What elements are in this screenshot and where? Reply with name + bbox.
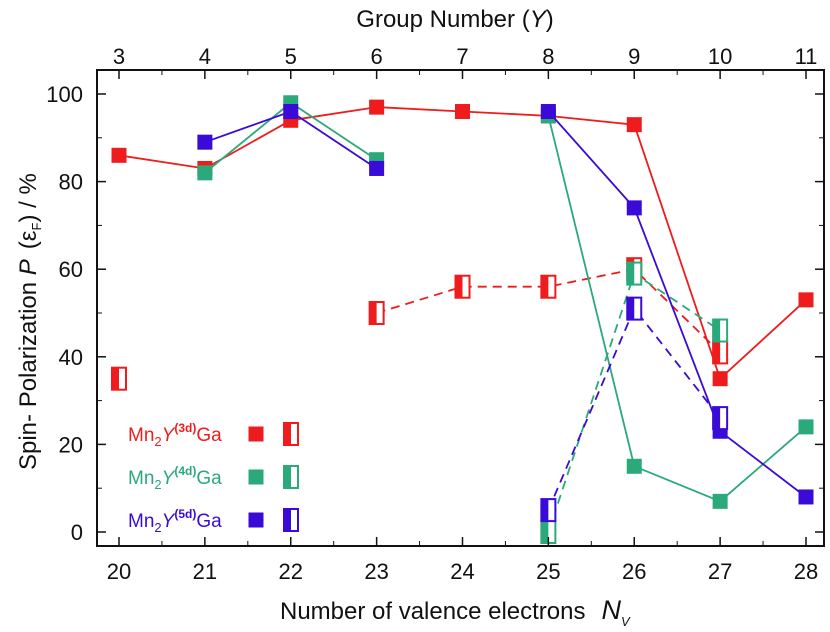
half-marker-fill [541,275,549,298]
half-marker-fill [284,423,291,445]
legend-half-marker [283,465,299,489]
x-tick-label: 28 [794,559,818,584]
legend-label-1: Mn2Y(3d)Ga [128,421,222,449]
data-point-filled [369,160,385,176]
data-point-filled [197,134,213,150]
half-marker-fill [713,407,721,430]
series-solid-line [118,106,807,381]
series-dashed-line [547,306,721,511]
x2-tick-label: 7 [456,44,468,69]
half-marker-fill [284,509,291,531]
legend-filled-marker [248,426,264,442]
data-point-half [540,498,557,523]
legend-filled-marker [248,512,264,528]
x-tick-label: 21 [193,559,217,584]
data-point-filled [798,419,814,435]
data-point-half [368,301,385,325]
data-point-filled [283,104,299,120]
x2-tick-label: 10 [708,44,732,69]
half-marker-fill [455,275,463,298]
half-marker-fill [369,302,377,324]
data-point-filled [626,458,642,474]
legend-filled-marker [248,469,264,485]
x-tick-label: 24 [450,559,474,584]
half-marker-fill [284,466,291,488]
half-marker-fill [112,367,119,390]
data-point-filled [626,117,642,133]
half-marker-fill [713,341,721,364]
data-point-filled [798,489,814,505]
data-point-half [626,261,643,286]
half-marker-fill [713,319,721,342]
y-tick-label: 100 [46,82,83,107]
data-point-half [712,318,729,343]
x-tick-label: 23 [364,559,388,584]
series-solid-line [547,115,807,503]
x2-tick-label: 3 [113,44,125,69]
data-point-filled [369,99,385,115]
legend-label-2: Mn2Y(4d)Ga [128,464,222,492]
legend-label-3: Mn2Y(5d)Ga [128,507,222,535]
legend: Mn2Y(3d)Ga Mn2Y(4d)Ga Mn2Y(5d)Ga [128,421,299,535]
x-tick-label: 20 [107,559,131,584]
data-point-filled [712,493,728,509]
x2-tick-label: 4 [199,44,211,69]
legend-half-marker [283,508,299,532]
data-point-half [712,406,729,431]
series-3 [197,104,814,523]
half-marker-fill [541,499,549,522]
plot-frame [96,69,825,547]
series-solid-line [547,110,807,498]
x2-tick-label: 11 [795,44,818,69]
x2-tick-label: 6 [371,44,383,69]
half-marker-fill [627,262,635,285]
data-point-half [454,274,471,299]
y-tick-label: 80 [59,170,83,195]
data-point-half [540,274,557,299]
series-layer [111,95,814,544]
data-point-filled [798,292,814,308]
data-point-filled [111,147,127,163]
x2-tick-label: 9 [628,44,640,69]
series-1 [111,99,814,391]
x-axis-title: Number of valence electrons NV [280,595,631,629]
half-marker-fill [541,521,549,543]
data-point-filled [540,104,556,120]
y-axis-title: Spin- Polarization P(εF) / % [15,173,44,470]
x-tick-label: 25 [536,559,560,584]
x-tick-label: 26 [622,559,646,584]
data-point-half [712,340,729,365]
series-dashed-line [376,268,721,354]
axes-layer: 20 3 21 4 22 5 23 6 24 7 25 8 26 9 27 10 28 11 0 20 40 60 80 10… [46,44,824,584]
data-point-half [111,366,127,391]
data-point-filled [712,371,728,387]
data-point-filled [197,165,213,181]
y-tick-label: 20 [59,432,83,457]
plot-area [96,69,825,547]
top-axis-title: Group Number (Y) [356,6,553,33]
x-tick-label: 27 [708,559,732,584]
x2-tick-label: 8 [542,44,554,69]
x2-tick-label: 5 [285,44,297,69]
y-tick-label: 60 [59,257,83,282]
y-tick-label: 0 [71,520,83,545]
x-tick-label: 22 [279,559,303,584]
y-tick-label: 40 [59,345,83,370]
legend-half-marker [283,422,299,446]
data-point-filled [455,104,470,120]
half-marker-fill [627,297,635,320]
data-point-half [626,296,643,321]
data-point-filled [626,200,642,216]
